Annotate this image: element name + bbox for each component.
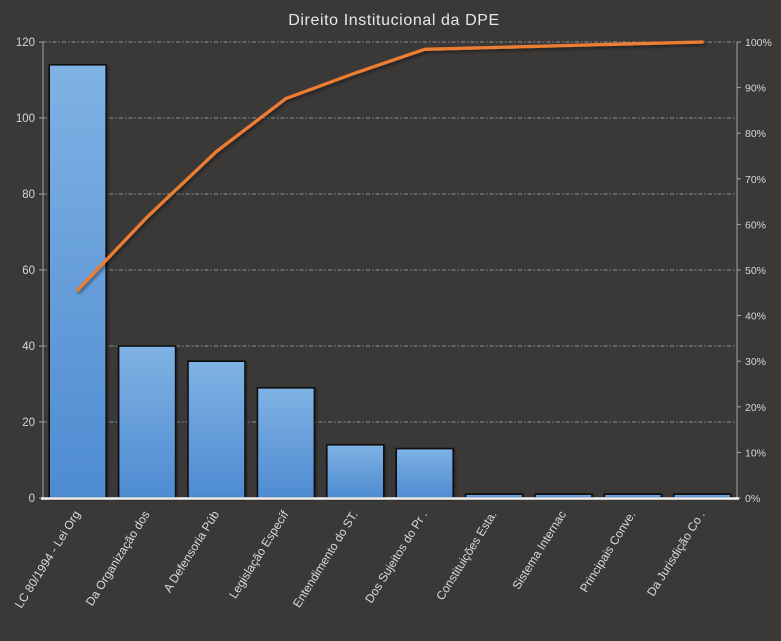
cumulative-percentage-line <box>76 40 704 292</box>
right-axis-tick-label: 10% <box>745 447 766 459</box>
bar-5 <box>325 443 385 499</box>
right-axis-tick-label: 20% <box>745 402 766 414</box>
left-axis-tick-label: 0 <box>29 493 35 505</box>
right-axis-tick-label: 80% <box>745 128 766 140</box>
axes-layer <box>39 41 741 500</box>
right-axis-tick-label: 0% <box>745 493 760 505</box>
right-axis-tick-label: 60% <box>745 219 766 231</box>
left-axis-tick-label: 60 <box>22 265 35 277</box>
right-axis-tick-label: 30% <box>745 356 766 368</box>
left-axis-tick-label: 100 <box>16 113 35 125</box>
right-axis-tick-label: 100% <box>745 37 772 49</box>
right-axis-tick-label: 50% <box>745 265 766 277</box>
bar-6 <box>395 447 455 499</box>
bar-3 <box>187 360 246 499</box>
left-axis-tick-label: 40 <box>22 341 35 353</box>
cumulative-line-layer <box>76 40 704 292</box>
left-axis-tick-label: 80 <box>22 189 35 201</box>
bars-layer <box>48 64 732 499</box>
bar-1 <box>48 64 108 499</box>
chart-title: Direito Institucional da DPE <box>288 12 500 29</box>
right-axis-tick-label: 90% <box>745 83 766 95</box>
bar-2 <box>117 345 177 499</box>
bar-4 <box>256 386 316 499</box>
left-axis-tick-label: 20 <box>22 417 35 429</box>
right-axis-tick-label: 40% <box>745 311 766 323</box>
right-axis-tick-label: 70% <box>745 174 766 186</box>
left-axis-tick-label: 120 <box>16 37 35 49</box>
